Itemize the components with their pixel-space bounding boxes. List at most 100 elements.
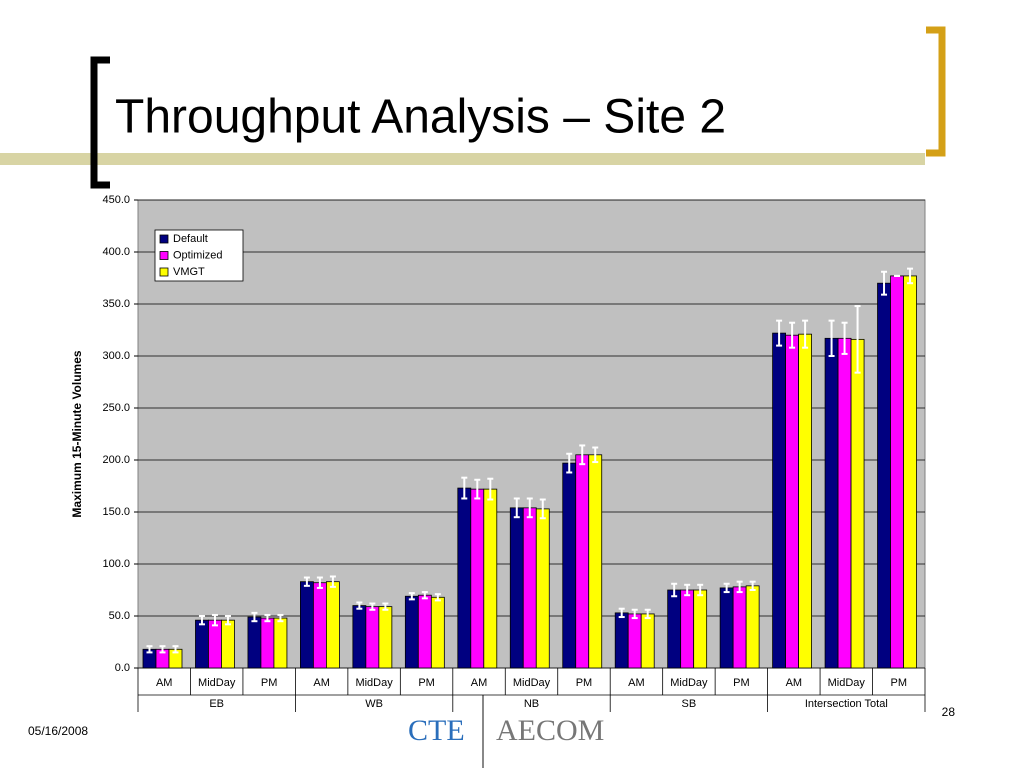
left-bracket	[90, 56, 110, 189]
legend-swatch	[159, 251, 169, 260]
bar	[312, 582, 327, 669]
bar	[404, 595, 419, 669]
bar	[509, 507, 524, 669]
x-tick-label: MidDay	[670, 677, 708, 689]
title-band	[0, 153, 925, 165]
legend-label: Default	[173, 233, 208, 245]
x-tick-label: PM	[576, 677, 593, 689]
bar	[247, 616, 262, 669]
x-tick-label: AM	[156, 677, 173, 689]
error-bar	[644, 608, 651, 620]
y-tick-label: 50.0	[109, 610, 130, 622]
y-axis-label: Maximum 15-Minute Volumes	[70, 350, 84, 517]
legend-swatch	[159, 234, 169, 244]
legend-box	[154, 229, 244, 282]
page-number: 28	[942, 705, 956, 719]
error-bar	[474, 478, 481, 500]
y-tick-label: 150.0	[102, 506, 130, 518]
bar	[693, 589, 708, 669]
error-bar	[841, 321, 848, 355]
error-bar	[303, 576, 310, 587]
bar	[640, 613, 655, 669]
error-bar	[408, 592, 415, 601]
y-tick-label: 350.0	[102, 298, 130, 310]
error-bar	[802, 319, 809, 349]
error-bar	[736, 580, 743, 594]
error-bar	[671, 582, 678, 598]
bar	[365, 606, 380, 669]
error-bar	[159, 645, 166, 654]
error-bar	[382, 602, 389, 611]
error-bar	[789, 321, 796, 349]
bar	[260, 617, 275, 669]
bar	[785, 334, 799, 669]
error-bar	[264, 613, 271, 623]
legend-label: VMGT	[173, 266, 205, 278]
bar	[680, 589, 695, 669]
error-bar	[566, 452, 573, 474]
bar	[627, 613, 642, 669]
x-tick-label: AM	[786, 677, 803, 689]
x-tick-label: PM	[261, 677, 278, 689]
bar	[535, 508, 550, 669]
bar	[837, 337, 852, 669]
error-bar	[526, 497, 533, 519]
y-tick-label: 250.0	[102, 402, 130, 414]
error-bar	[907, 267, 914, 285]
logo-cte: CTE	[408, 714, 465, 747]
error-bar	[421, 591, 428, 600]
error-bar	[854, 305, 861, 374]
x-tick-label: PM	[733, 677, 750, 689]
error-bar	[631, 608, 638, 620]
x-tick-label: PM	[418, 677, 435, 689]
error-bar	[356, 601, 363, 610]
group-label: SB	[682, 698, 697, 710]
bar	[417, 594, 432, 669]
error-bar	[316, 576, 323, 589]
bar	[719, 587, 734, 669]
date: 05/16/2008	[28, 724, 88, 738]
bar	[195, 619, 209, 669]
bar	[824, 337, 839, 669]
bar	[457, 487, 472, 669]
x-tick-label: AM	[628, 677, 645, 689]
error-bar	[251, 611, 258, 623]
right-bracket	[926, 26, 946, 157]
y-tick-label: 0.0	[115, 662, 130, 674]
bar	[562, 462, 577, 669]
bar	[299, 581, 314, 669]
error-bar	[487, 477, 494, 501]
bar	[352, 605, 367, 669]
bar	[877, 282, 891, 669]
error-bar	[618, 607, 625, 619]
error-bar	[369, 602, 376, 611]
bar	[575, 454, 590, 669]
bar	[470, 488, 485, 669]
bar	[378, 606, 393, 669]
group-label: EB	[209, 698, 224, 710]
bar	[483, 488, 498, 669]
x-tick-label: AM	[313, 677, 330, 689]
error-bar	[461, 476, 468, 500]
error-bar	[776, 319, 783, 347]
x-tick-label: MidDay	[198, 677, 236, 689]
x-tick-label: MidDay	[513, 677, 551, 689]
error-bar	[579, 444, 586, 466]
error-bar	[749, 580, 756, 591]
x-tick-label: MidDay	[828, 677, 866, 689]
error-bar	[697, 583, 704, 597]
bar	[772, 332, 786, 669]
bar	[890, 275, 904, 669]
error-bar	[434, 593, 441, 602]
error-bar	[329, 575, 336, 588]
error-bar	[592, 446, 599, 464]
bar	[614, 612, 629, 669]
error-bar	[211, 613, 218, 627]
group-label: WB	[365, 698, 383, 710]
bar	[745, 585, 760, 669]
x-tick-label: MidDay	[355, 677, 393, 689]
error-bar	[828, 319, 835, 357]
bar	[850, 338, 865, 669]
y-tick-label: 450.0	[102, 194, 130, 206]
